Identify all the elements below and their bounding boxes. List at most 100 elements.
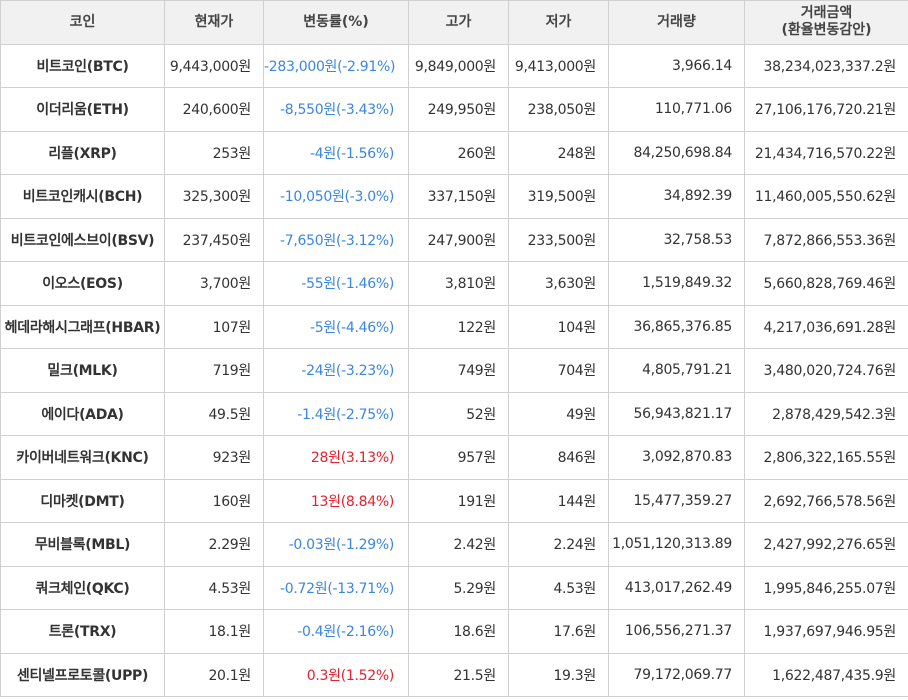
table-row[interactable]: 카이버네트워크(KNC) 923원 28원(3.13%) 957원 846원 3,092,… xyxy=(0,435,908,480)
current-price: 9,443,000원 xyxy=(164,43,264,88)
high-price: 52원 xyxy=(408,391,509,436)
header-coin[interactable]: 코인 xyxy=(0,0,165,45)
trade-volume: 15,477,359.27 xyxy=(608,478,745,523)
current-price: 2.29원 xyxy=(164,522,264,567)
high-price: 249,950원 xyxy=(408,87,509,132)
coin-name[interactable]: 비트코인(BTC) xyxy=(0,43,165,88)
trade-volume: 3,966.14 xyxy=(608,43,745,88)
trade-volume: 1,051,120,313.89 xyxy=(608,522,745,567)
header-change[interactable]: 변동률(%) xyxy=(263,0,409,45)
change-rate: -283,000원(-2.91%) xyxy=(263,43,409,88)
high-price: 260원 xyxy=(408,130,509,175)
table-row[interactable]: 무비블록(MBL) 2.29원 -0.03원(-1.29%) 2.42원 2.24원 1,… xyxy=(0,522,908,567)
trade-amount: 2,692,766,578.56원 xyxy=(744,478,908,523)
coin-name[interactable]: 이오스(EOS) xyxy=(0,261,165,306)
change-rate: -7,650원(-3.12%) xyxy=(263,217,409,262)
coin-name[interactable]: 에이다(ADA) xyxy=(0,391,165,436)
table-row[interactable]: 리플(XRP) 253원 -4원(-1.56%) 260원 248원 84,250,698… xyxy=(0,130,908,175)
coin-name[interactable]: 밀크(MLK) xyxy=(0,348,165,393)
low-price: 9,413,000원 xyxy=(508,43,609,88)
coin-name[interactable]: 비트코인에스브이(BSV) xyxy=(0,217,165,262)
trade-amount: 7,872,866,553.36원 xyxy=(744,217,908,262)
table-row[interactable]: 밀크(MLK) 719원 -24원(-3.23%) 749원 704원 4,805,791… xyxy=(0,348,908,393)
header-high[interactable]: 고가 xyxy=(408,0,509,45)
trade-volume: 56,943,821.17 xyxy=(608,391,745,436)
trade-amount: 2,878,429,542.3원 xyxy=(744,391,908,436)
coin-name[interactable]: 헤데라해시그래프(HBAR) xyxy=(0,304,165,349)
coin-name[interactable]: 카이버네트워크(KNC) xyxy=(0,435,165,480)
high-price: 9,849,000원 xyxy=(408,43,509,88)
header-amount-label: 거래금액 xyxy=(800,5,853,22)
high-price: 749원 xyxy=(408,348,509,393)
table-row[interactable]: 트론(TRX) 18.1원 -0.4원(-2.16%) 18.6원 17.6원 106,5… xyxy=(0,609,908,654)
change-rate: -55원(-1.46%) xyxy=(263,261,409,306)
trade-volume: 84,250,698.84 xyxy=(608,130,745,175)
table-row[interactable]: 비트코인(BTC) 9,443,000원 -283,000원(-2.91%) 9,84… xyxy=(0,43,908,88)
current-price: 240,600원 xyxy=(164,87,264,132)
header-amount[interactable]: 거래금액 (환율변동감안) xyxy=(744,0,908,45)
current-price: 923원 xyxy=(164,435,264,480)
coin-name[interactable]: 쿼크체인(QKC) xyxy=(0,565,165,610)
table-row[interactable]: 이오스(EOS) 3,700원 -55원(-1.46%) 3,810원 3,630원 1,… xyxy=(0,261,908,306)
low-price: 319,500원 xyxy=(508,174,609,219)
trade-volume: 1,519,849.32 xyxy=(608,261,745,306)
change-rate: -4원(-1.56%) xyxy=(263,130,409,175)
table-row[interactable]: 헤데라해시그래프(HBAR) 107원 -5원(-4.46%) 122원 104원 36,… xyxy=(0,304,908,349)
current-price: 253원 xyxy=(164,130,264,175)
table-row[interactable]: 비트코인캐시(BCH) 325,300원 -10,050원(-3.0%) 337,15… xyxy=(0,174,908,219)
table-row[interactable]: 디마켓(DMT) 160원 13원(8.84%) 191원 144원 15,477,359… xyxy=(0,478,908,523)
trade-volume: 4,805,791.21 xyxy=(608,348,745,393)
low-price: 3,630원 xyxy=(508,261,609,306)
coin-name[interactable]: 디마켓(DMT) xyxy=(0,478,165,523)
low-price: 49원 xyxy=(508,391,609,436)
trade-amount: 1,995,846,255.07원 xyxy=(744,565,908,610)
low-price: 704원 xyxy=(508,348,609,393)
coin-name[interactable]: 무비블록(MBL) xyxy=(0,522,165,567)
table-row[interactable]: 쿼크체인(QKC) 4.53원 -0.72원(-13.71%) 5.29원 4.53원 4… xyxy=(0,565,908,610)
trade-amount: 1,622,487,435.9원 xyxy=(744,652,908,697)
current-price: 160원 xyxy=(164,478,264,523)
trade-volume: 34,892.39 xyxy=(608,174,745,219)
trade-amount: 11,460,005,550.62원 xyxy=(744,174,908,219)
header-amount-note: (환율변동감안) xyxy=(781,22,872,39)
trade-volume: 413,017,262.49 xyxy=(608,565,745,610)
trade-amount: 21,434,716,570.22원 xyxy=(744,130,908,175)
low-price: 17.6원 xyxy=(508,609,609,654)
coin-name[interactable]: 리플(XRP) xyxy=(0,130,165,175)
header-low[interactable]: 저가 xyxy=(508,0,609,45)
trade-amount: 2,427,992,276.65원 xyxy=(744,522,908,567)
high-price: 18.6원 xyxy=(408,609,509,654)
change-rate: 13원(8.84%) xyxy=(263,478,409,523)
high-price: 337,150원 xyxy=(408,174,509,219)
header-price[interactable]: 현재가 xyxy=(164,0,264,45)
high-price: 191원 xyxy=(408,478,509,523)
high-price: 3,810원 xyxy=(408,261,509,306)
trade-volume: 79,172,069.77 xyxy=(608,652,745,697)
low-price: 104원 xyxy=(508,304,609,349)
trade-amount: 1,937,697,946.95원 xyxy=(744,609,908,654)
coin-name[interactable]: 센티넬프로토콜(UPP) xyxy=(0,652,165,697)
coin-name[interactable]: 트론(TRX) xyxy=(0,609,165,654)
current-price: 237,450원 xyxy=(164,217,264,262)
trade-amount: 38,234,023,337.2원 xyxy=(744,43,908,88)
current-price: 107원 xyxy=(164,304,264,349)
high-price: 5.29원 xyxy=(408,565,509,610)
current-price: 3,700원 xyxy=(164,261,264,306)
table-row[interactable]: 비트코인에스브이(BSV) 237,450원 -7,650원(-3.12%) 247,… xyxy=(0,217,908,262)
current-price: 4.53원 xyxy=(164,565,264,610)
coin-name[interactable]: 이더리움(ETH) xyxy=(0,87,165,132)
change-rate: -8,550원(-3.43%) xyxy=(263,87,409,132)
low-price: 2.24원 xyxy=(508,522,609,567)
current-price: 20.1원 xyxy=(164,652,264,697)
table-row[interactable]: 에이다(ADA) 49.5원 -1.4원(-2.75%) 52원 49원 56,943,8… xyxy=(0,391,908,436)
trade-amount: 5,660,828,769.46원 xyxy=(744,261,908,306)
trade-volume: 110,771.06 xyxy=(608,87,745,132)
current-price: 719원 xyxy=(164,348,264,393)
high-price: 2.42원 xyxy=(408,522,509,567)
table-row[interactable]: 이더리움(ETH) 240,600원 -8,550원(-3.43%) 249,950원… xyxy=(0,87,908,132)
header-volume[interactable]: 거래량 xyxy=(608,0,745,45)
coin-name[interactable]: 비트코인캐시(BCH) xyxy=(0,174,165,219)
current-price: 18.1원 xyxy=(164,609,264,654)
table-row[interactable]: 센티넬프로토콜(UPP) 20.1원 0.3원(1.52%) 21.5원 19.3원 79… xyxy=(0,652,908,697)
